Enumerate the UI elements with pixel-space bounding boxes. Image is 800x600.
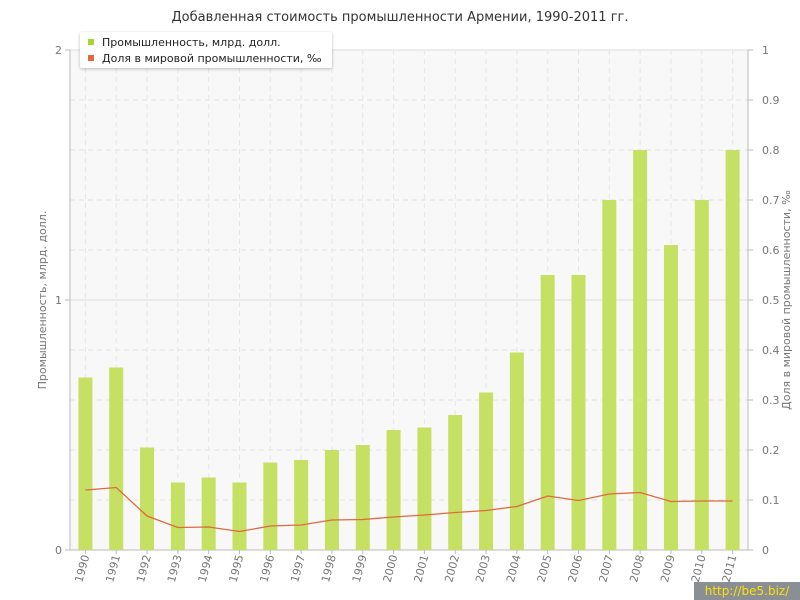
x-tick-label: 2006 — [566, 553, 586, 583]
y-tick-label-left: 2 — [55, 44, 62, 57]
x-tick-label: 1996 — [257, 553, 277, 583]
x-tick-label: 1994 — [196, 553, 216, 583]
watermark-link[interactable]: http://be5.biz/ — [694, 582, 800, 600]
bar-industry — [386, 430, 401, 550]
x-tick-label: 1992 — [134, 553, 154, 583]
x-tick-label: 1993 — [165, 553, 185, 583]
y-tick-label-right: 0 — [762, 544, 769, 557]
legend-item-industry[interactable]: Промышленность, млрд. долл. — [88, 36, 281, 49]
y-axis-title-left: Промышленность, млрд. долл. — [36, 211, 49, 390]
x-tick-label: 2000 — [381, 553, 401, 583]
bar-industry — [263, 462, 278, 550]
x-tick-label: 2005 — [535, 553, 555, 583]
bar-industry — [78, 377, 93, 550]
x-tick-label: 1991 — [103, 553, 123, 583]
y-tick-label-right: 0.4 — [762, 344, 780, 357]
x-tick-label: 2003 — [473, 553, 493, 583]
bar-industry — [509, 352, 524, 550]
bar-industry — [324, 450, 339, 550]
bar-industry — [571, 275, 586, 550]
x-tick-label: 1999 — [350, 553, 370, 583]
x-tick-label: 2008 — [627, 553, 647, 583]
bar-industry — [448, 415, 463, 550]
bar-industry — [140, 447, 155, 550]
x-tick-label: 1998 — [319, 553, 339, 583]
bar-industry — [355, 445, 370, 550]
bar-industry — [602, 200, 617, 550]
bar-industry — [109, 367, 124, 550]
bar-industry — [540, 275, 555, 550]
bar-industry — [479, 392, 494, 550]
legend-label-industry: Промышленность, млрд. долл. — [102, 36, 281, 49]
x-tick-label: 2009 — [658, 553, 678, 583]
x-tick-label: 1997 — [288, 553, 308, 583]
bar-industry — [201, 477, 216, 550]
legend-swatch-industry — [88, 39, 94, 45]
bar-industry — [694, 200, 709, 550]
x-tick-label: 2007 — [596, 553, 616, 583]
legend-item-share[interactable]: Доля в мировой промышленности, ‰ — [88, 52, 322, 65]
bar-industry — [170, 482, 185, 550]
x-tick-label: 2011 — [720, 553, 740, 583]
x-tick-label: 2001 — [412, 553, 432, 583]
y-tick-label-right: 1 — [762, 44, 769, 57]
bar-industry — [232, 482, 247, 550]
chart-legend: Промышленность, млрд. долл. Доля в миров… — [80, 32, 332, 68]
x-tick-label: 1995 — [227, 553, 247, 583]
y-tick-label-right: 0.8 — [762, 144, 780, 157]
y-tick-label-left: 1 — [55, 294, 62, 307]
bar-industry — [633, 150, 648, 550]
y-tick-label-right: 0.6 — [762, 244, 780, 257]
y-tick-label-right: 0.9 — [762, 94, 780, 107]
x-tick-label: 2010 — [689, 553, 709, 583]
x-tick-label: 1990 — [73, 553, 93, 583]
y-tick-label-right: 0.7 — [762, 194, 780, 207]
bar-industry — [417, 427, 432, 550]
x-tick-label: 2002 — [442, 553, 462, 583]
y-tick-label-left: 0 — [55, 544, 62, 557]
chart-title: Добавленная стоимость промышленности Арм… — [171, 10, 629, 25]
y-axis-title-right: Доля в мировой промышленности, ‰ — [780, 190, 793, 410]
legend-label-share: Доля в мировой промышленности, ‰ — [102, 52, 322, 65]
y-tick-label-right: 0.3 — [762, 394, 780, 407]
legend-swatch-share — [88, 55, 94, 61]
bar-industry — [663, 245, 678, 550]
bar-industry — [725, 150, 740, 550]
y-tick-label-right: 0.5 — [762, 294, 780, 307]
line-share — [85, 486, 733, 533]
x-tick-label: 2004 — [504, 553, 524, 583]
y-tick-label-right: 0.1 — [762, 494, 780, 507]
y-tick-label-right: 0.2 — [762, 444, 780, 457]
bar-industry — [294, 460, 309, 550]
